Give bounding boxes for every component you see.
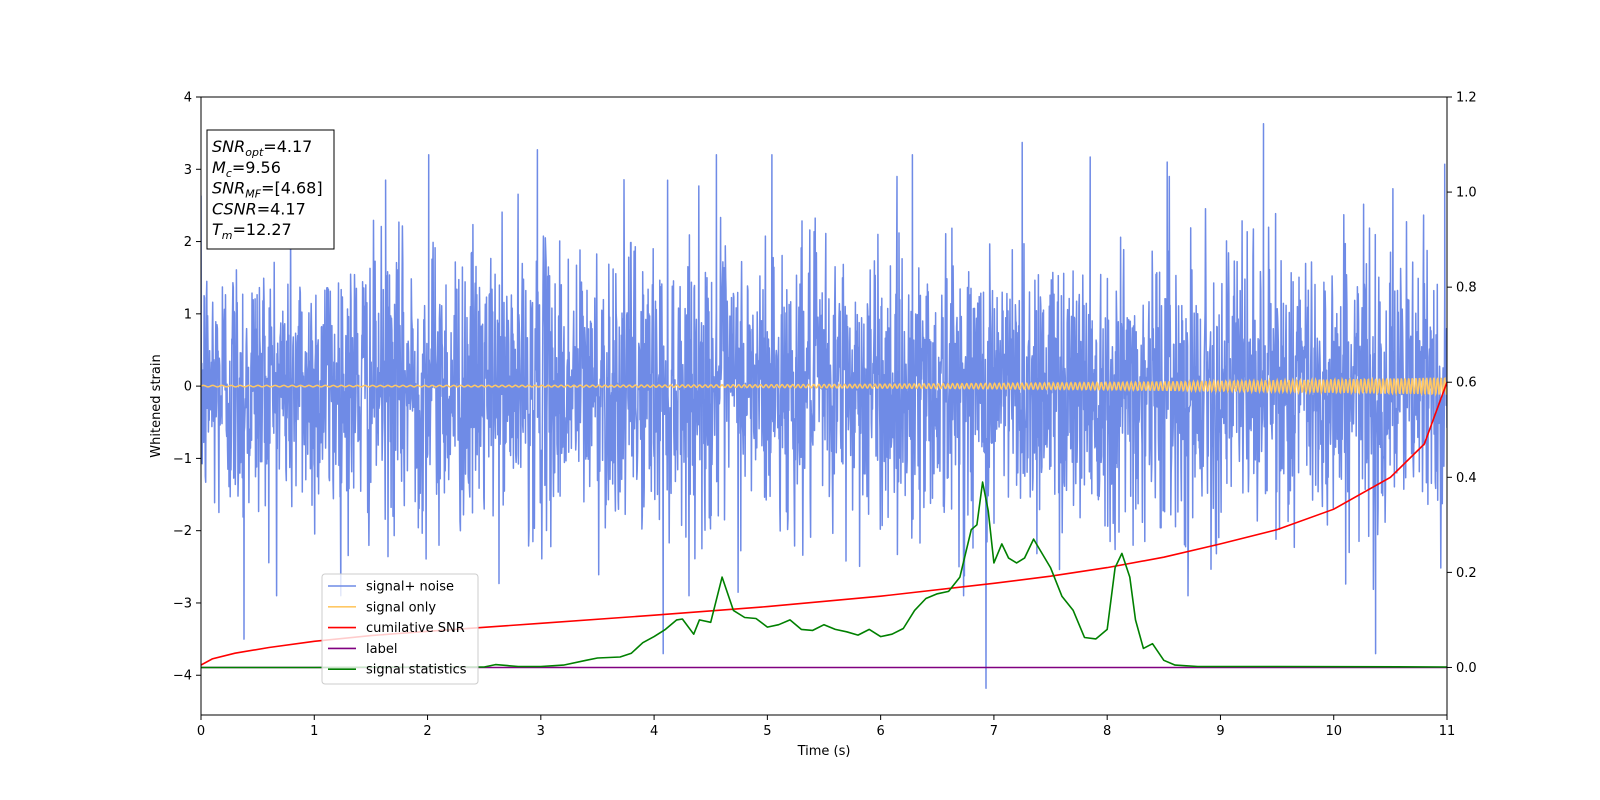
annotation-subscript: MF: [245, 188, 261, 201]
x-tick-label: 9: [1216, 724, 1224, 739]
annotation-value: =12.27: [233, 220, 292, 239]
annotation-line: SNRMF=[4.68]: [212, 179, 323, 201]
x-tick-label: 7: [990, 724, 998, 739]
y-axis-label: Whitened strain: [149, 354, 164, 457]
y-left-tick-label: −2: [173, 524, 192, 539]
legend-entry-label: cumilative SNR: [366, 621, 465, 636]
y-left-tick-label: −1: [173, 452, 192, 467]
series-signal-only-line: [201, 376, 1447, 398]
x-tick-label: 1: [310, 724, 318, 739]
y-left-tick-label: −4: [173, 669, 192, 684]
legend-entry-label: label: [366, 642, 397, 657]
y-right-tick-label: 0.2: [1456, 566, 1477, 581]
y-right-tick-label: 0.8: [1456, 281, 1477, 296]
annotation-box: [206, 129, 335, 250]
x-tick-label: 11: [1439, 724, 1456, 739]
series-cumulative-snr-line: [201, 381, 1447, 666]
y-left-tick-label: 3: [184, 163, 192, 178]
annotation-math-symbol: T: [212, 220, 223, 239]
annotation-line: SNRopt=4.17: [212, 137, 312, 159]
x-tick-label: 8: [1103, 724, 1111, 739]
annotation-subscript: c: [226, 167, 232, 180]
annotation-value: =[4.68]: [261, 179, 323, 198]
y-left-tick-label: 2: [184, 235, 192, 250]
annotation-line: CSNR=4.17: [212, 199, 306, 218]
annotation-math-symbol: SNR: [212, 179, 245, 198]
legend-box: [321, 573, 479, 685]
annotation-math-symbol: SNR: [212, 137, 245, 156]
annotation-line: Mc=9.56: [212, 158, 281, 180]
y-right-tick-label: 1.0: [1456, 186, 1477, 201]
series-signal-statistics-line: [201, 481, 1447, 669]
x-tick-label: 4: [650, 724, 658, 739]
annotation-value: =4.17: [257, 199, 306, 218]
y-left-tick-label: 1: [184, 307, 192, 322]
annotation-value: =4.17: [263, 137, 312, 156]
x-tick-label: 3: [537, 724, 545, 739]
y-right-tick-label: 1.2: [1456, 91, 1477, 106]
x-tick-label: 5: [763, 724, 771, 739]
annotation-value: =9.56: [232, 158, 281, 177]
y-right-tick-label: 0.6: [1456, 376, 1477, 391]
legend-entry-label: signal+ noise: [366, 580, 454, 595]
y-left-tick-label: 4: [184, 91, 192, 106]
annotation-math-symbol: CSNR: [212, 199, 257, 218]
x-tick-label: 10: [1325, 724, 1342, 739]
x-axis-label: Time (s): [797, 744, 851, 759]
x-tick-label: 0: [197, 724, 205, 739]
plot-frame: [200, 96, 1448, 716]
legend-entry-label: signal only: [366, 600, 436, 615]
legend-entry-label: signal statistics: [366, 663, 467, 678]
annotation-subscript: m: [222, 229, 233, 242]
y-left-tick-label: 0: [184, 380, 192, 395]
x-tick-label: 6: [876, 724, 884, 739]
y-right-tick-label: 0.0: [1456, 661, 1477, 676]
x-tick-label: 2: [423, 724, 431, 739]
y-right-tick-label: 0.4: [1456, 471, 1477, 486]
annotation-subscript: opt: [245, 146, 264, 159]
y-left-tick-label: −3: [173, 596, 192, 611]
annotation-math-symbol: M: [212, 158, 226, 177]
annotation-line: Tm=12.27: [212, 220, 292, 242]
